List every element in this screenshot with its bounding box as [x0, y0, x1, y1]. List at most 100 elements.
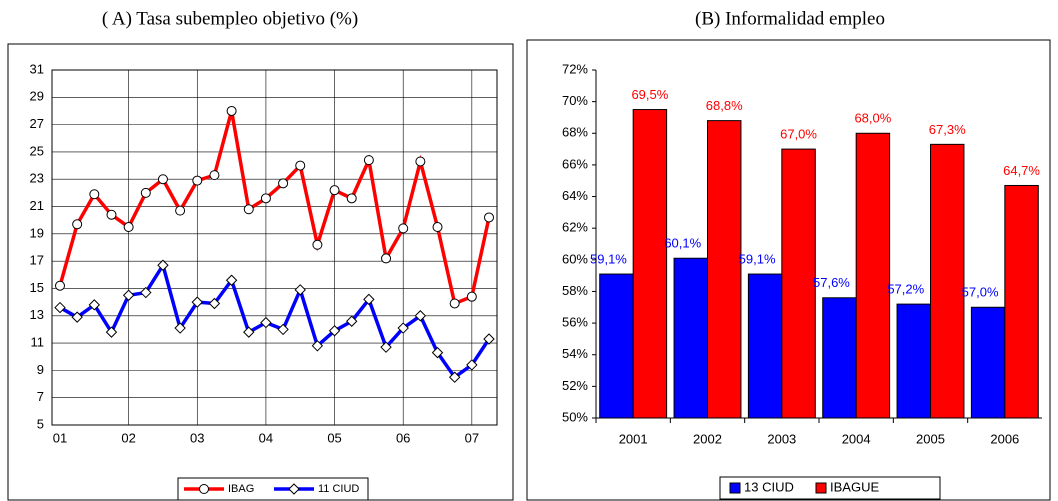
data-point	[363, 155, 374, 166]
bar	[781, 148, 816, 419]
bar	[673, 257, 708, 419]
y-tick-label: 17	[30, 253, 44, 268]
data-point	[105, 326, 118, 338]
data-point	[106, 209, 117, 220]
y-tick-label: 72%	[562, 61, 588, 76]
y-tick-label: 27	[30, 116, 44, 131]
y-tick-label: 64%	[562, 188, 588, 203]
data-point	[122, 289, 135, 301]
data-point	[89, 189, 100, 200]
data-point	[192, 175, 203, 186]
x-tick-label: 2003	[767, 431, 796, 446]
data-point	[380, 341, 392, 353]
x-tick-label: 04	[259, 430, 273, 445]
y-tick-label: 31	[30, 61, 44, 76]
x-tick-label: 06	[396, 430, 410, 445]
data-point	[123, 222, 134, 233]
data-point	[71, 311, 83, 323]
legend-frame	[177, 477, 369, 501]
data-point	[72, 219, 83, 230]
data-point	[294, 284, 306, 296]
data-point	[225, 274, 238, 286]
data-point	[209, 170, 220, 181]
plot-area	[51, 69, 498, 426]
chart-title: ( A) Tasa subempleo objetivo (%)	[102, 8, 358, 29]
data-point	[140, 286, 152, 299]
y-tick-label: 9	[37, 362, 44, 377]
y-tick-label: 52%	[562, 378, 588, 393]
legend-label: 13 CIUD	[744, 479, 794, 494]
y-tick-label: 25	[30, 143, 44, 158]
y-tick-label: 7	[37, 389, 44, 404]
plot-area	[596, 70, 1042, 418]
value-label: 68,8%	[706, 98, 743, 113]
x-tick-label: 01	[53, 430, 67, 445]
x-tick-label: 2004	[842, 431, 871, 446]
value-label: 69,5%	[631, 87, 668, 102]
bar	[747, 273, 783, 419]
data-point	[432, 222, 443, 233]
value-label: 67,0%	[780, 127, 817, 142]
value-label: 64,7%	[1003, 163, 1040, 178]
data-point	[398, 223, 409, 234]
y-tick-label: 68%	[562, 125, 588, 140]
y-tick-label: 5	[37, 416, 44, 431]
y-tick-label: 15	[30, 280, 44, 295]
data-point	[140, 187, 151, 198]
data-point	[278, 178, 289, 189]
value-label: 67,3%	[929, 122, 966, 137]
legend-label: 11 CIUD	[318, 483, 359, 495]
value-label: 57,2%	[887, 282, 924, 297]
y-tick-label: 58%	[562, 283, 588, 298]
x-tick-label: 2001	[619, 431, 648, 446]
data-point	[414, 310, 427, 322]
data-point	[277, 323, 289, 336]
data-point	[449, 298, 460, 309]
data-point	[174, 322, 186, 334]
bar	[855, 132, 891, 419]
series-line	[58, 110, 491, 306]
data-point	[329, 185, 340, 196]
data-point	[346, 315, 358, 327]
legend-swatch	[815, 482, 827, 494]
y-tick-label: 54%	[562, 346, 588, 361]
bar	[970, 306, 1006, 419]
value-label: 59,1%	[739, 251, 776, 266]
x-tick-label: 2002	[693, 431, 722, 446]
data-point	[328, 325, 341, 337]
x-tick-label: 02	[121, 430, 135, 445]
data-point	[381, 253, 392, 264]
data-point	[312, 239, 323, 250]
data-point	[466, 291, 477, 302]
y-tick-label: 50%	[562, 409, 588, 424]
y-tick-label: 11	[31, 335, 45, 350]
bar	[599, 273, 634, 419]
legend-marker	[199, 484, 209, 494]
y-tick-label: 23	[30, 171, 44, 186]
value-label: 57,0%	[962, 285, 999, 300]
y-tick-label: 70%	[562, 93, 588, 108]
data-point	[415, 156, 426, 167]
bar	[707, 120, 742, 419]
data-point	[260, 193, 271, 204]
data-point	[208, 297, 221, 310]
data-point	[311, 340, 324, 352]
value-label: 60,1%	[664, 236, 701, 251]
value-label: 57,6%	[813, 275, 850, 290]
data-point	[346, 193, 357, 204]
panel-frame	[526, 39, 1051, 501]
data-point	[157, 174, 168, 185]
data-point	[397, 322, 409, 334]
y-tick-label: 13	[30, 307, 44, 322]
data-point	[363, 293, 375, 306]
legend-marker	[288, 483, 300, 495]
legend-frame	[719, 476, 941, 500]
data-point	[484, 212, 494, 223]
x-tick-label: 03	[190, 430, 204, 445]
legend-label: IBAG	[228, 483, 254, 495]
data-point	[483, 333, 495, 345]
y-tick-label: 56%	[562, 315, 588, 330]
bar	[632, 109, 668, 419]
bar	[1004, 184, 1039, 419]
